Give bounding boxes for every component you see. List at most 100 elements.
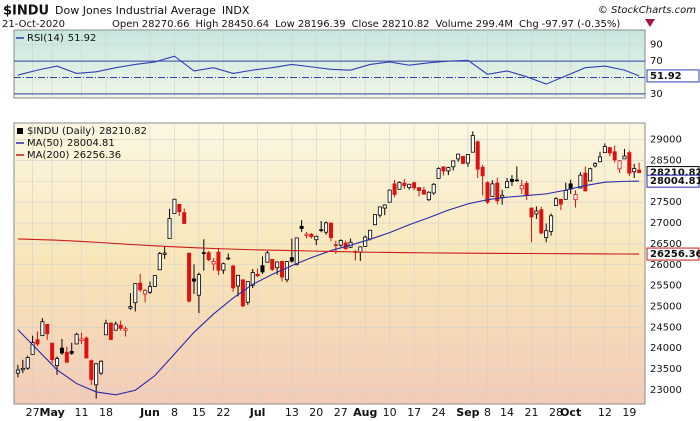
candle-body	[206, 252, 211, 261]
candle-body	[363, 236, 368, 247]
candle-body	[40, 321, 45, 337]
legend-label: MA(50)	[27, 138, 63, 149]
candle-body	[451, 160, 456, 168]
candle-body	[622, 155, 627, 160]
candle-body	[588, 168, 593, 182]
candle-body	[55, 358, 60, 367]
value-box-label: 51.92	[650, 71, 682, 82]
legend-value: 51.92	[68, 33, 97, 44]
candle-body	[382, 204, 387, 209]
candle-body	[299, 225, 304, 229]
panel	[13, 122, 646, 405]
candle-body	[549, 215, 554, 232]
candle-body	[289, 257, 294, 262]
candle-body	[529, 207, 534, 218]
candle-body	[260, 265, 265, 273]
candle-body	[177, 203, 182, 213]
y-tick-label: 26000	[650, 260, 682, 271]
candle-body	[133, 283, 138, 304]
candle-body	[45, 323, 50, 335]
quote-label: Chg	[519, 19, 539, 30]
x-tick-label: Aug	[353, 406, 377, 419]
y-tick-label: 25500	[650, 281, 682, 292]
x-tick-label: 22	[216, 406, 230, 419]
legend-entry: RSI(14) 51.92	[27, 33, 96, 44]
candle-body	[275, 261, 280, 269]
legend-label: RSI(14)	[27, 33, 64, 44]
candle-body	[470, 135, 475, 153]
candle-body	[284, 261, 289, 281]
candle-body	[607, 147, 612, 154]
quote-value: 28196.39	[298, 19, 346, 30]
candle-body	[500, 194, 505, 198]
quote-label: Open	[112, 19, 139, 30]
x-tick-label: 17	[407, 406, 421, 419]
x-tick-label: 19	[622, 406, 636, 419]
legend-value: 26256.36	[73, 150, 121, 161]
candle-body	[113, 323, 118, 331]
value-box	[646, 247, 700, 261]
candle-body	[172, 198, 177, 214]
quote-label: Low	[275, 19, 295, 30]
candle-body	[167, 218, 172, 239]
candle-body	[377, 206, 382, 216]
candle-body	[319, 229, 324, 231]
candle-body	[25, 357, 30, 369]
quote-value: -97.97 (-0.35%)	[542, 19, 621, 30]
candle-body	[328, 222, 333, 238]
series-line	[17, 238, 640, 255]
legend-value: 28210.82	[99, 126, 147, 137]
candle-body	[632, 168, 637, 173]
quote-value: 28210.82	[382, 19, 430, 30]
candle-body	[162, 252, 167, 255]
candle-body	[505, 181, 510, 189]
change-down-arrow	[645, 19, 655, 27]
candle-body	[50, 342, 55, 361]
candle-body	[456, 153, 461, 160]
candle-body	[231, 265, 236, 289]
candle-body	[187, 252, 192, 302]
candle-body	[79, 338, 84, 342]
value-box-label: 28004.81	[650, 176, 700, 187]
candle-body	[314, 235, 319, 241]
candle-body	[255, 273, 260, 277]
candle-body	[333, 244, 338, 246]
x-tick-label: 13	[285, 406, 299, 419]
candle-body	[368, 229, 373, 240]
candle-body	[64, 351, 69, 363]
candle-body	[221, 263, 226, 271]
candle-body	[270, 258, 275, 270]
x-tick-label: 24	[432, 406, 446, 419]
candle-body	[216, 251, 221, 271]
header-name: Dow Jones Industrial Average	[55, 4, 216, 17]
candle-body	[397, 181, 402, 190]
candle-body	[294, 237, 299, 266]
y-tick-label: 24000	[650, 343, 682, 354]
header-exchange: INDX	[222, 4, 250, 17]
candle-body	[387, 189, 392, 203]
legend-entry: $INDU (Daily) 28210.82	[27, 126, 147, 137]
candle-body	[514, 179, 519, 182]
candle-body	[147, 286, 152, 293]
y-tick-label: 27500	[650, 197, 682, 208]
candle-body	[59, 347, 64, 354]
candle-body	[583, 172, 588, 192]
candle-body	[128, 306, 133, 309]
candle-body	[544, 230, 549, 239]
candle-body	[480, 166, 485, 177]
candle-body	[431, 183, 436, 194]
x-tick-label: Jul	[249, 406, 266, 419]
candle-body	[490, 183, 495, 197]
candle-body	[578, 174, 583, 189]
candle-body	[143, 290, 148, 295]
candle-body	[192, 278, 197, 282]
legend-icon	[17, 128, 23, 134]
candle-body	[69, 351, 74, 354]
y-tick-label: 28500	[650, 156, 682, 167]
candle-body	[245, 281, 250, 303]
candle-body	[157, 253, 162, 271]
candle-body	[597, 156, 602, 163]
y-tick-label: 29000	[650, 135, 682, 146]
x-tick-label: 28	[549, 406, 563, 419]
quote-label: Close	[352, 19, 379, 30]
